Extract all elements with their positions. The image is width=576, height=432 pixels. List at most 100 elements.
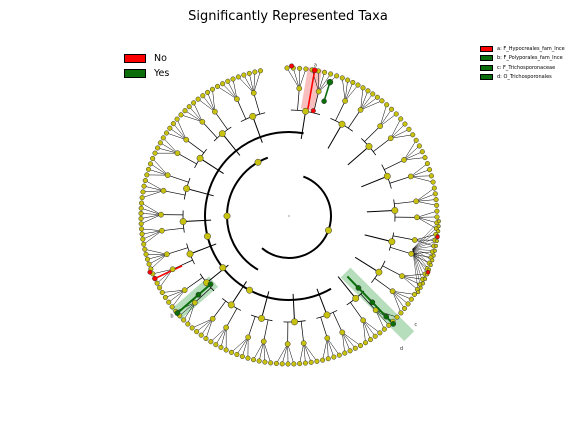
leaf-node	[350, 79, 356, 86]
leaf-node	[434, 238, 439, 244]
leaf-edge	[403, 140, 417, 161]
leaf-node	[297, 65, 303, 71]
leaf-edge	[403, 151, 423, 161]
leaf-node	[144, 256, 151, 262]
subclade-node	[324, 335, 331, 341]
significant-node-yes	[355, 285, 362, 291]
subclade-node	[181, 287, 188, 293]
leaf-edge	[412, 248, 434, 256]
significant-node-no	[289, 63, 295, 69]
clade-highlight-letter: b	[170, 314, 173, 320]
leaf-edge	[192, 318, 213, 329]
leaf-node	[291, 361, 297, 367]
leaf-edge	[322, 338, 328, 361]
leaf-edge	[344, 82, 354, 102]
leaf-node	[208, 339, 214, 345]
clade-node	[391, 207, 399, 214]
subclade-node	[164, 172, 171, 179]
leaf-edge	[362, 320, 371, 340]
subclade-node	[260, 338, 267, 345]
leaf-node	[145, 166, 152, 172]
leaf-node	[140, 189, 146, 195]
leaf-edge	[169, 128, 187, 140]
leaf-node	[321, 69, 328, 75]
leaf-edge	[303, 343, 306, 364]
leaf-node	[174, 116, 180, 122]
leaf-edge	[362, 320, 376, 337]
leaf-node	[303, 66, 309, 72]
tree-edge	[393, 235, 415, 241]
leaf-node	[430, 179, 436, 185]
tree-arc	[204, 131, 332, 301]
tree-edge	[177, 152, 197, 165]
leaf-edge	[152, 269, 173, 275]
leaf-node	[257, 68, 264, 74]
leaf-edge	[166, 132, 187, 140]
leaf-edge	[401, 275, 423, 280]
leaf-node	[250, 357, 257, 363]
leaf-edge	[404, 157, 426, 161]
subclade-node	[174, 150, 181, 157]
tree-edge	[327, 123, 343, 149]
leaf-edge	[253, 71, 256, 93]
leaf-node	[393, 111, 399, 117]
leaf-edge	[392, 291, 402, 313]
leaf-edge	[360, 100, 383, 111]
significant-node-yes	[390, 321, 397, 327]
leaf-node	[279, 361, 285, 367]
leaf-edge	[142, 230, 162, 240]
leaf-node	[436, 224, 441, 229]
leaf-edge	[236, 337, 249, 355]
leaf-node	[214, 83, 221, 89]
leaf-node	[408, 296, 414, 302]
leaf-node	[314, 358, 320, 364]
leaf-node	[159, 289, 165, 296]
leaf-edge	[293, 67, 300, 89]
subclade-node	[296, 85, 303, 92]
subclade-node	[284, 341, 291, 347]
leaf-edge	[410, 169, 430, 177]
legend-item-no: No	[124, 51, 169, 66]
clade-node	[227, 301, 235, 309]
tree-edge	[252, 116, 263, 143]
leaf-edge	[253, 70, 261, 94]
leaf-edge	[401, 273, 426, 277]
tree-edge	[214, 111, 228, 130]
tree-edge	[389, 176, 411, 184]
subclade-node	[399, 273, 405, 279]
leaf-edge	[193, 102, 203, 122]
leaf-node	[394, 314, 400, 320]
leaf-node	[205, 89, 211, 95]
leaf-node	[239, 353, 245, 360]
leaf-edge	[411, 251, 433, 255]
leaf-edge	[210, 327, 227, 342]
leaf-edge	[286, 67, 300, 89]
significant-node-no	[435, 234, 440, 240]
leaf-edge	[157, 147, 178, 154]
clade-label-b: b: F_Polyporales_fam_Ince	[497, 55, 563, 62]
leaf-node	[138, 205, 144, 211]
leaf-node	[141, 183, 147, 189]
leaf-node	[139, 195, 145, 201]
leaf-node	[436, 229, 441, 234]
leaf-node	[433, 197, 439, 203]
leaf-node	[234, 351, 240, 358]
leaf-node	[362, 340, 369, 346]
leaf-node	[360, 85, 366, 91]
tree-edge	[394, 200, 417, 205]
leaf-node	[241, 72, 247, 78]
leaf-node	[203, 335, 209, 342]
leaf-node	[355, 82, 361, 88]
tree-edge	[189, 243, 217, 255]
leaf-node	[372, 333, 378, 339]
leaf-edge	[243, 74, 254, 94]
subclade-node	[339, 329, 346, 336]
tree-edge	[202, 121, 218, 139]
tree-edge	[247, 316, 256, 338]
tree-edge	[335, 100, 346, 121]
leaf-edge	[231, 337, 249, 353]
leaf-node	[138, 221, 144, 227]
tree-edge	[360, 293, 376, 311]
